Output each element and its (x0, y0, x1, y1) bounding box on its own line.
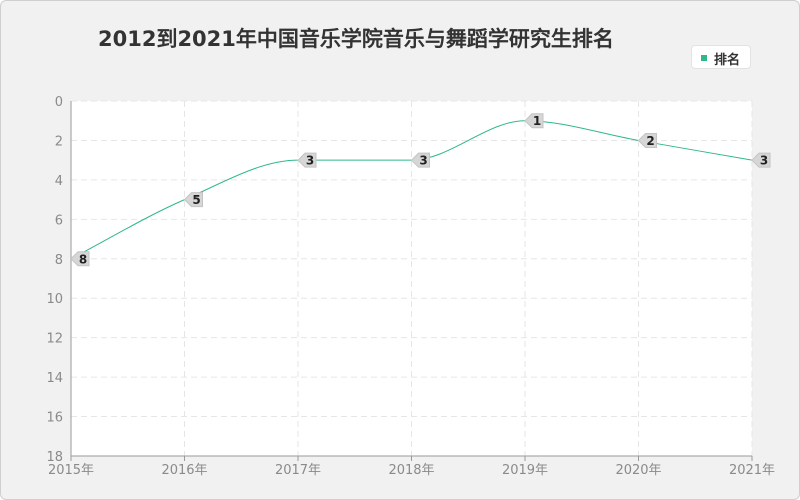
data-label: 1 (533, 114, 541, 128)
x-tick-label: 2018年 (388, 463, 434, 478)
legend-label: 排名 (714, 53, 741, 68)
data-label: 3 (419, 154, 427, 168)
data-label-bg (751, 152, 771, 168)
y-tick-label: 18 (46, 450, 63, 465)
y-tick-label: 12 (46, 332, 63, 347)
data-label: 3 (306, 154, 314, 168)
data-label-bg (524, 113, 544, 129)
y-tick-label: 10 (46, 292, 63, 307)
data-label-bg (183, 192, 203, 208)
data-label-bg (637, 132, 657, 148)
data-label: 3 (760, 154, 768, 168)
y-tick-label: 2 (55, 134, 63, 149)
data-label: 8 (79, 252, 87, 266)
y-tick-label: 16 (46, 411, 63, 426)
data-label: 2 (646, 134, 654, 148)
x-tick-label: 2015年 (48, 463, 94, 478)
data-label-bg (70, 251, 90, 267)
chart-title: 2012到2021年中国音乐学院音乐与舞蹈学研究生排名 (98, 27, 614, 51)
y-tick-label: 6 (55, 213, 63, 228)
x-tick-label: 2019年 (502, 463, 548, 478)
x-tick-label: 2017年 (275, 463, 321, 478)
legend[interactable]: 排名 (691, 45, 751, 69)
y-tick-label: 4 (55, 174, 63, 189)
legend-swatch (701, 55, 707, 61)
x-tick-label: 2021年 (729, 463, 775, 478)
x-tick-label: 2016年 (161, 463, 207, 478)
x-tick-label: 2020年 (615, 463, 661, 478)
y-tick-label: 0 (55, 95, 63, 110)
data-label: 5 (192, 193, 200, 207)
data-label-bg (297, 152, 317, 168)
data-label-bg (410, 152, 430, 168)
y-tick-label: 14 (46, 371, 63, 386)
y-tick-label: 8 (55, 253, 63, 268)
